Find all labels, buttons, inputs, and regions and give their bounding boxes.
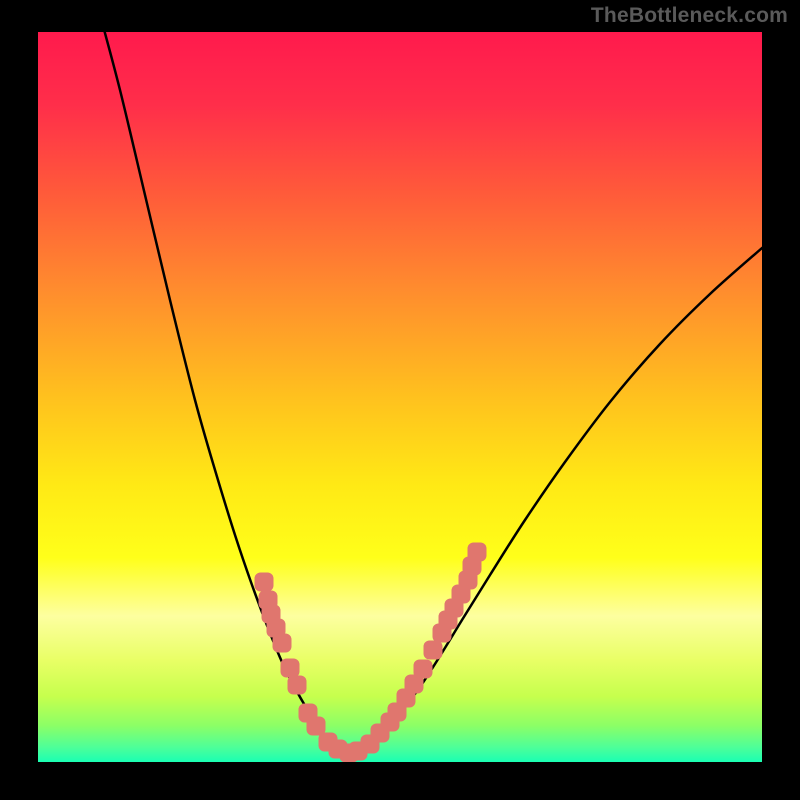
data-marker [468,543,487,562]
data-marker [273,634,292,653]
data-marker [307,717,326,736]
watermark-text: TheBottleneck.com [591,4,788,28]
bottleneck-chart [0,0,800,800]
data-marker [281,659,300,678]
data-marker [414,660,433,679]
data-marker [424,641,443,660]
data-marker [255,573,274,592]
plot-background [38,32,762,762]
data-marker [288,676,307,695]
